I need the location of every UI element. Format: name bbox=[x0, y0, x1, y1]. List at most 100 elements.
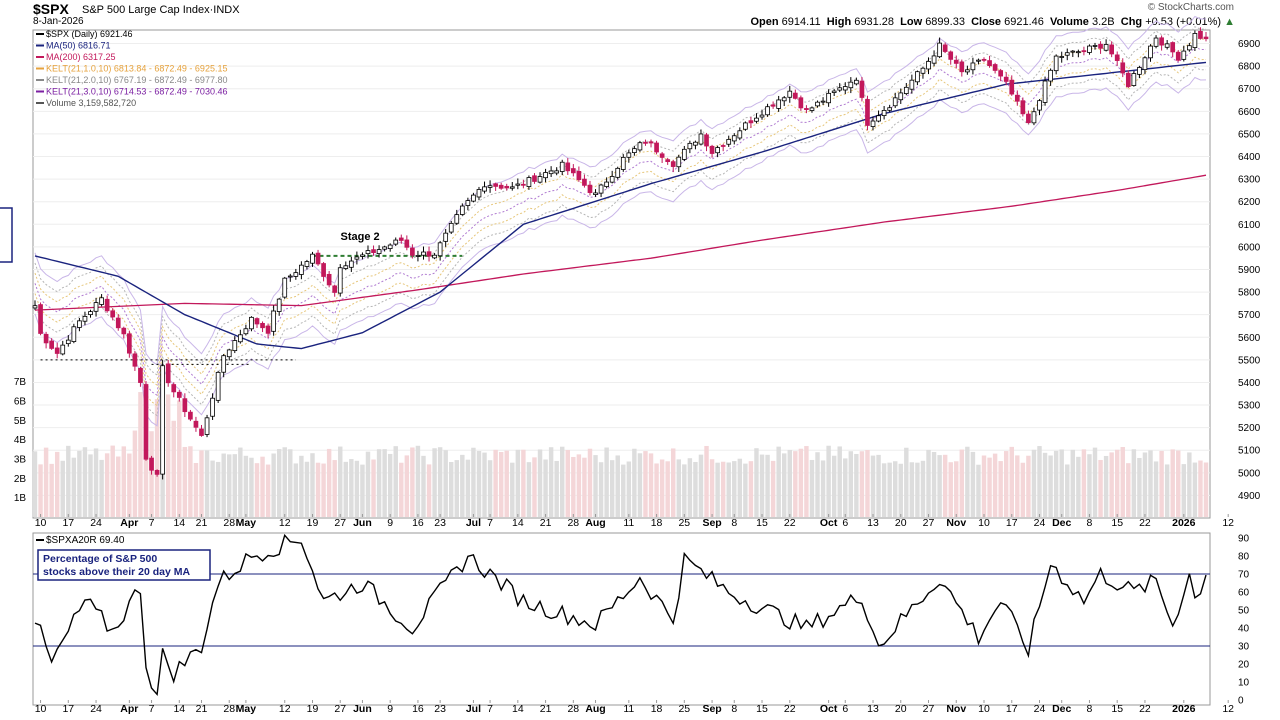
volume-bar bbox=[482, 452, 487, 517]
candle-body bbox=[676, 156, 682, 168]
x-tick-label: Jun bbox=[353, 703, 372, 715]
volume-bar bbox=[876, 454, 881, 517]
volume-bar bbox=[682, 464, 687, 517]
candle-body bbox=[88, 311, 93, 316]
volume-bar bbox=[892, 461, 898, 517]
volume-bar bbox=[809, 459, 815, 517]
candle-body bbox=[1175, 51, 1181, 61]
volume-bar bbox=[498, 451, 504, 517]
volume-bar bbox=[632, 448, 637, 517]
up-arrow-icon: ▲ bbox=[1224, 16, 1235, 28]
volume-bar bbox=[843, 458, 848, 517]
candle-body bbox=[1148, 45, 1153, 59]
candle-body bbox=[176, 391, 182, 398]
candle-body bbox=[276, 298, 282, 312]
volume-tick-label: 1B bbox=[14, 493, 27, 504]
candle-body bbox=[1009, 79, 1015, 95]
volume-bar bbox=[43, 447, 49, 517]
candle-body bbox=[1203, 36, 1209, 40]
volume-bar bbox=[1031, 449, 1037, 517]
volume-bar bbox=[1153, 461, 1159, 517]
candle-body bbox=[199, 428, 204, 436]
volume-bar bbox=[626, 461, 632, 517]
price-tick-label: 5100 bbox=[1238, 446, 1261, 457]
volume-bar bbox=[232, 454, 238, 517]
x-tick-label: Apr bbox=[120, 703, 138, 715]
candle-body bbox=[1048, 69, 1053, 82]
candle-body bbox=[976, 59, 981, 62]
volume-bar bbox=[454, 460, 460, 517]
candle-body bbox=[115, 317, 121, 329]
candle-body bbox=[93, 302, 99, 312]
price-tick-label: 5800 bbox=[1238, 288, 1261, 299]
volume-bar bbox=[376, 449, 382, 517]
candle-body bbox=[1042, 80, 1048, 103]
x-tick-label: 2026 bbox=[1172, 517, 1196, 529]
x-tick-label: 11 bbox=[623, 703, 634, 715]
candle-body bbox=[215, 371, 221, 401]
volume-bar bbox=[171, 420, 176, 517]
candle-body bbox=[1103, 44, 1109, 51]
volume-bar bbox=[981, 455, 987, 517]
x-tick-label: 10 bbox=[35, 517, 47, 529]
x-tick-label: 11 bbox=[623, 517, 634, 529]
volume-bar bbox=[582, 457, 587, 517]
volume-bar bbox=[532, 457, 537, 517]
volume-bar bbox=[565, 450, 570, 517]
volume-bar bbox=[282, 447, 287, 517]
volume-bar bbox=[471, 447, 476, 517]
volume-bar bbox=[1037, 446, 1042, 517]
volume-bar bbox=[293, 463, 299, 517]
volume-bar bbox=[859, 451, 865, 517]
candle-body bbox=[371, 249, 376, 253]
volume-bar bbox=[77, 450, 82, 517]
candle-body bbox=[1114, 54, 1120, 61]
candle-body bbox=[1153, 37, 1159, 47]
volume-bar bbox=[387, 453, 393, 517]
candle-body bbox=[1014, 94, 1020, 102]
x-tick-label: 17 bbox=[62, 703, 74, 715]
candle-body bbox=[854, 79, 859, 85]
price-tick-label: 5900 bbox=[1238, 265, 1261, 276]
volume-bar bbox=[1059, 449, 1064, 517]
candle-body bbox=[953, 59, 959, 64]
candle-body bbox=[365, 250, 371, 255]
breadth-tick-label: 80 bbox=[1238, 552, 1250, 563]
candle-body bbox=[965, 69, 970, 73]
volume-bar bbox=[138, 392, 143, 517]
candle-body bbox=[188, 411, 193, 420]
volume-bar bbox=[732, 461, 737, 517]
volume-bar bbox=[1098, 459, 1103, 517]
candle-body bbox=[743, 122, 748, 130]
volume-bar bbox=[38, 464, 43, 517]
x-tick-label: 18 bbox=[651, 517, 663, 529]
legend-entry: MA(200) 6317.25 bbox=[46, 52, 116, 62]
candle-body bbox=[354, 256, 360, 260]
volume-bar bbox=[254, 463, 260, 517]
legend-entry: KELT(21,1.0,10) 6813.84 - 6872.49 - 6925… bbox=[46, 64, 227, 74]
volume-bar bbox=[399, 462, 404, 517]
price-tick-label: 6900 bbox=[1238, 39, 1261, 50]
volume-bar bbox=[1187, 452, 1192, 517]
candle-body bbox=[454, 214, 460, 224]
price-tick-label: 6700 bbox=[1238, 84, 1261, 95]
candle-body bbox=[1198, 30, 1203, 39]
candle-body bbox=[831, 90, 837, 93]
volume-bar bbox=[598, 462, 604, 517]
x-tick-label: 21 bbox=[196, 703, 208, 715]
candle-body bbox=[1192, 33, 1198, 48]
candle-body bbox=[459, 205, 465, 215]
x-tick-label: 22 bbox=[784, 703, 796, 715]
x-tick-label: Jul bbox=[466, 517, 481, 529]
volume-bar bbox=[1170, 449, 1175, 517]
volume-bar bbox=[904, 447, 909, 517]
volume-bar bbox=[654, 463, 659, 517]
volume-tick-label: 6B bbox=[14, 396, 27, 407]
breadth-legend: $SPXA20R 69.40 bbox=[46, 535, 125, 546]
volume-bar bbox=[1137, 457, 1142, 517]
candle-body bbox=[731, 135, 737, 142]
candle-body bbox=[271, 310, 276, 332]
x-tick-label: May bbox=[236, 703, 257, 715]
volume-bar bbox=[221, 453, 226, 517]
